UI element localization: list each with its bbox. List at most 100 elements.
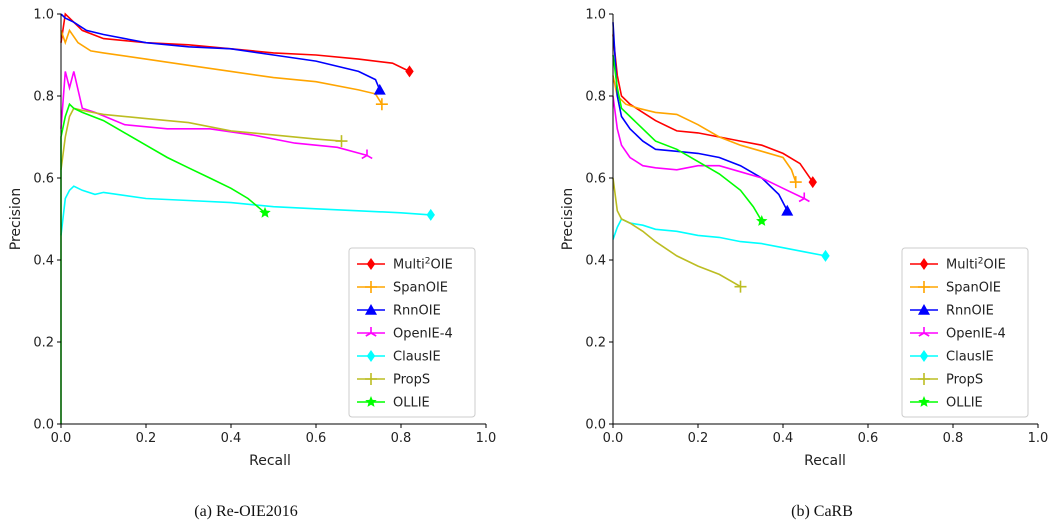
legend-swatch-marker bbox=[919, 350, 929, 362]
x-tick-label: 0.8 bbox=[391, 431, 412, 446]
legend-item-props: PropS bbox=[357, 373, 430, 388]
y-tick-label: 0.2 bbox=[33, 336, 54, 351]
legend-swatch-marker bbox=[365, 304, 377, 315]
series-end-marker-spanoie bbox=[375, 98, 388, 111]
series-end-marker-multi-oie bbox=[405, 65, 414, 78]
legend-label: OLLIE bbox=[946, 396, 983, 411]
y-tick-label: 0.6 bbox=[585, 172, 606, 187]
series-end-marker-rnnoie bbox=[781, 204, 794, 216]
legend-label: SpanOIE bbox=[946, 281, 1001, 296]
series-layer bbox=[60, 12, 435, 424]
y-axis-label: Precision bbox=[560, 188, 576, 250]
legend-label: OpenIE-4 bbox=[393, 327, 453, 342]
legend-swatch-marker bbox=[918, 396, 930, 407]
legend-label: OLLIE bbox=[393, 396, 430, 411]
x-tick-label: 0.0 bbox=[603, 431, 624, 446]
series-line-clausie bbox=[60, 185, 431, 236]
x-axis-label: Recall bbox=[249, 453, 291, 469]
legend-swatch-marker bbox=[366, 350, 376, 362]
x-tick-label: 0.6 bbox=[306, 431, 327, 446]
chart-caption: (b) CaRB bbox=[791, 503, 853, 520]
legend-swatch-marker bbox=[918, 304, 930, 315]
legend-swatch-marker bbox=[918, 327, 930, 337]
series-end-marker-ollie bbox=[756, 215, 768, 226]
series-line-spanoie bbox=[60, 28, 383, 105]
y-tick-label: 0.0 bbox=[33, 418, 54, 433]
legend-swatch-marker bbox=[365, 373, 377, 385]
legend-label: SpanOIE bbox=[393, 281, 448, 296]
y-tick-label: 0.8 bbox=[33, 90, 54, 105]
legend-item-spanoie: SpanOIE bbox=[357, 281, 448, 296]
series-line-openie-4 bbox=[60, 71, 368, 157]
chart-caption: (a) Re-OIE2016 bbox=[194, 503, 298, 520]
x-tick-label: 1.0 bbox=[1028, 431, 1049, 446]
legend-label: Multi2OIE bbox=[393, 257, 453, 273]
series-line-rnnoie bbox=[612, 22, 789, 212]
x-tick-label: 0.4 bbox=[221, 431, 242, 446]
legend-item-ollie: OLLIE bbox=[357, 396, 430, 411]
legend-swatch-marker bbox=[365, 281, 377, 293]
legend-swatch-marker bbox=[366, 258, 376, 270]
legend: Multi2OIE SpanOIE RnnOIE OpenIE-4 ClausIE Pro… bbox=[348, 247, 476, 418]
series-line-multi-oie bbox=[60, 12, 410, 73]
legend-item-props: PropS bbox=[910, 373, 983, 388]
series-line-multi-oie bbox=[612, 34, 814, 183]
legend-item-rnnoie: RnnOIE bbox=[357, 304, 441, 319]
series-end-marker-ollie bbox=[259, 206, 271, 218]
x-tick-label: 0.0 bbox=[51, 431, 72, 446]
series-line-props bbox=[60, 107, 342, 170]
legend-label: PropS bbox=[946, 373, 983, 388]
series-end-marker-props bbox=[335, 135, 348, 148]
y-tick-label: 0.4 bbox=[585, 254, 606, 269]
legend-item-multi-oie: Multi2OIE bbox=[910, 257, 1006, 273]
series-line-clausie bbox=[612, 217, 826, 257]
legend-label: RnnOIE bbox=[946, 304, 994, 319]
series-end-marker-openie-4 bbox=[798, 192, 810, 203]
axes-layer: 0.0 0.2 0.4 0.6 0.8 1.0 0.0 0.2 0.4 0.6 0.8 1.0 bbox=[33, 8, 496, 447]
x-tick-label: 1.0 bbox=[476, 431, 497, 446]
y-axis-label: Precision bbox=[8, 188, 24, 250]
y-tick-label: 0.8 bbox=[585, 90, 606, 105]
legend-item-clausie: ClausIE bbox=[910, 350, 994, 365]
y-tick-label: 0.0 bbox=[585, 418, 606, 433]
legend-label: ClausIE bbox=[946, 350, 994, 365]
legend-swatch-marker bbox=[919, 258, 929, 270]
x-axis-label: Recall bbox=[804, 453, 846, 469]
series-end-marker-clausie bbox=[426, 208, 435, 221]
y-tick-label: 1.0 bbox=[585, 8, 606, 23]
legend-label: Multi2OIE bbox=[946, 257, 1006, 273]
x-tick-label: 0.2 bbox=[688, 431, 709, 446]
series-line-openie-4 bbox=[612, 95, 805, 200]
series-end-marker-openie-4 bbox=[361, 149, 373, 160]
y-tick-label: 1.0 bbox=[33, 8, 54, 23]
y-tick-label: 0.6 bbox=[33, 172, 54, 187]
legend-swatch-marker bbox=[365, 327, 377, 337]
series-end-marker-props bbox=[734, 280, 747, 293]
legend-item-openie-4: OpenIE-4 bbox=[357, 327, 453, 342]
legend-frame bbox=[348, 247, 476, 418]
x-tick-label: 0.2 bbox=[136, 431, 157, 446]
chart-panel-re-oie2016: 0.0 0.2 0.4 0.6 0.8 1.0 0.0 0.2 0.4 0.6 0.8 1.0 Mul… bbox=[8, 8, 496, 521]
series-line-ollie bbox=[612, 54, 763, 222]
legend: Multi2OIE SpanOIE RnnOIE OpenIE-4 ClausIE Pro… bbox=[901, 247, 1029, 418]
legend-item-spanoie: SpanOIE bbox=[910, 281, 1001, 296]
series-line-props bbox=[612, 177, 741, 288]
y-tick-label: 0.2 bbox=[585, 336, 606, 351]
legend-frame bbox=[901, 247, 1029, 418]
legend-item-ollie: OLLIE bbox=[910, 396, 983, 411]
x-tick-label: 0.6 bbox=[858, 431, 879, 446]
legend-item-multi-oie: Multi2OIE bbox=[357, 257, 453, 273]
legend-item-openie-4: OpenIE-4 bbox=[910, 327, 1006, 342]
series-line-rnnoie bbox=[60, 13, 381, 91]
series-line-spanoie bbox=[612, 75, 797, 183]
legend-label: PropS bbox=[393, 373, 430, 388]
legend-label: RnnOIE bbox=[393, 304, 441, 319]
series-layer bbox=[612, 22, 830, 293]
legend-label: OpenIE-4 bbox=[946, 327, 1006, 342]
x-tick-label: 0.8 bbox=[943, 431, 964, 446]
y-tick-label: 0.4 bbox=[33, 254, 54, 269]
legend-item-rnnoie: RnnOIE bbox=[910, 304, 994, 319]
legend-swatch-marker bbox=[365, 396, 377, 407]
series-end-marker-multi-oie bbox=[808, 176, 817, 189]
axes-layer: 0.0 0.2 0.4 0.6 0.8 1.0 0.0 0.2 0.4 0.6 0.8 1.0 bbox=[585, 8, 1048, 447]
